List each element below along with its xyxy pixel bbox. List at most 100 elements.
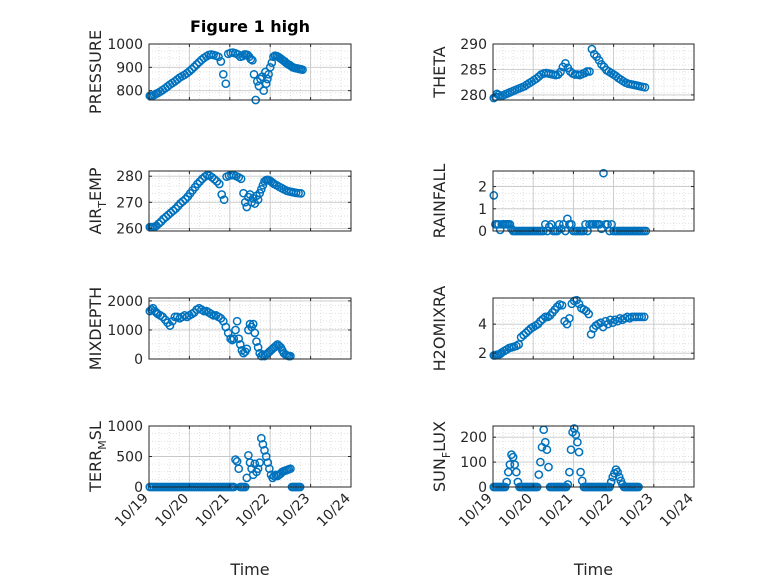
y-tick-label: 1: [478, 202, 487, 218]
y-axis-label: THETA: [430, 46, 449, 98]
data-point: [265, 464, 274, 474]
y-axis-label: MIXDEPTH: [86, 287, 105, 370]
data-point: [156, 217, 166, 226]
y-tick-label: 2000: [107, 294, 143, 310]
series-air_temp: [145, 170, 306, 232]
data-point: [168, 206, 178, 216]
data-point: [178, 196, 188, 206]
data-point: [193, 179, 202, 189]
y-tick-label: 200: [460, 430, 487, 446]
data-point: [584, 309, 594, 319]
data-point: [242, 344, 252, 354]
data-point: [599, 168, 608, 178]
x-tick-label: 10/23: [274, 491, 314, 531]
data-point: [192, 60, 202, 69]
data-point: [246, 54, 256, 64]
data-point: [298, 65, 307, 75]
data-point: [256, 433, 266, 443]
y-tick-label: 500: [116, 450, 143, 466]
data-point: [542, 445, 552, 455]
data-point: [229, 334, 239, 344]
data-point: [263, 458, 273, 467]
data-point: [231, 325, 240, 335]
y-axis-label-text-tail: LUX: [430, 421, 449, 452]
data-point: [165, 321, 175, 330]
x-tick-label: 10/24: [314, 490, 354, 530]
y-tick-label: 100: [460, 455, 487, 471]
data-point: [212, 177, 222, 186]
axes-rainfall: 0 1 2 RAINFALL: [430, 164, 695, 240]
y-axis-label-text: MIXDEPTH: [86, 287, 105, 370]
axes-box: [492, 43, 695, 101]
x-tick-label: 10/22: [233, 491, 273, 531]
data-point: [185, 66, 194, 76]
axes-theta: 280 285 290 THETA: [430, 37, 695, 104]
data-point: [209, 311, 218, 320]
data-point: [234, 464, 244, 474]
data-point: [561, 58, 570, 68]
data-point: [544, 462, 553, 472]
y-axis-label: PRESSURE: [86, 30, 105, 114]
minor-grid: [148, 297, 352, 360]
data-point: [553, 70, 563, 79]
y-tick-label: 0: [478, 224, 487, 240]
data-point: [286, 351, 295, 361]
series-pressure: [145, 48, 307, 105]
data-point: [606, 477, 616, 487]
data-point: [505, 219, 515, 229]
data-point: [516, 332, 526, 342]
y-tick-label: 280: [460, 88, 487, 104]
y-tick-label: 0: [134, 352, 143, 368]
data-point: [263, 74, 272, 84]
data-point: [489, 191, 499, 200]
data-point: [511, 467, 521, 477]
data-point: [253, 464, 263, 474]
axes-box: [492, 297, 695, 360]
x-tick-label: 10/21: [193, 491, 233, 531]
data-point: [573, 437, 582, 447]
y-axis-label-text-tail: SL: [86, 421, 105, 440]
data-point: [639, 312, 649, 322]
data-point: [261, 79, 271, 89]
data-point: [585, 67, 594, 76]
data-point: [252, 337, 261, 346]
y-tick-label: 280: [116, 169, 143, 185]
y-tick-label: 260: [116, 221, 143, 237]
data-point: [232, 316, 242, 326]
data-point: [563, 480, 573, 489]
y-tick-label: 2: [478, 180, 487, 196]
x-tick-label: 10/20: [496, 491, 536, 531]
data-point: [505, 460, 515, 469]
data-point: [236, 174, 246, 184]
y-axis-label-text: PRESSURE: [86, 30, 105, 114]
y-axis-label: TERRMSL: [86, 421, 109, 493]
data-point: [576, 467, 585, 477]
data-point: [235, 340, 245, 349]
data-point: [296, 189, 306, 198]
data-point: [159, 214, 168, 224]
x-tick-label: 10/19: [112, 491, 152, 531]
axes-air_temp: 260 270 280 AIRTEMP: [86, 167, 352, 237]
data-point: [242, 202, 252, 212]
y-tick-label: 800: [116, 84, 143, 100]
y-axis-label-subscript: F: [440, 452, 453, 458]
data-point: [234, 334, 244, 344]
y-axis-label-text: RAINFALL: [430, 164, 449, 239]
data-point: [261, 452, 271, 461]
data-point: [597, 60, 606, 69]
data-point: [556, 67, 565, 77]
data-point: [253, 343, 263, 352]
data-point: [231, 455, 240, 464]
y-tick-label: 1000: [107, 37, 143, 53]
data-point: [250, 328, 260, 338]
data-point: [171, 204, 181, 213]
x-axis-label: Time: [229, 560, 269, 579]
data-point: [216, 57, 226, 66]
data-point: [589, 49, 599, 59]
data-point: [168, 316, 177, 326]
axes-sun_flux: 0 100 200 10/19 10/20 10/21 10/22 10/23 10/24 SUN…: [430, 421, 697, 579]
axes-box: [148, 170, 352, 232]
data-point: [613, 467, 622, 477]
